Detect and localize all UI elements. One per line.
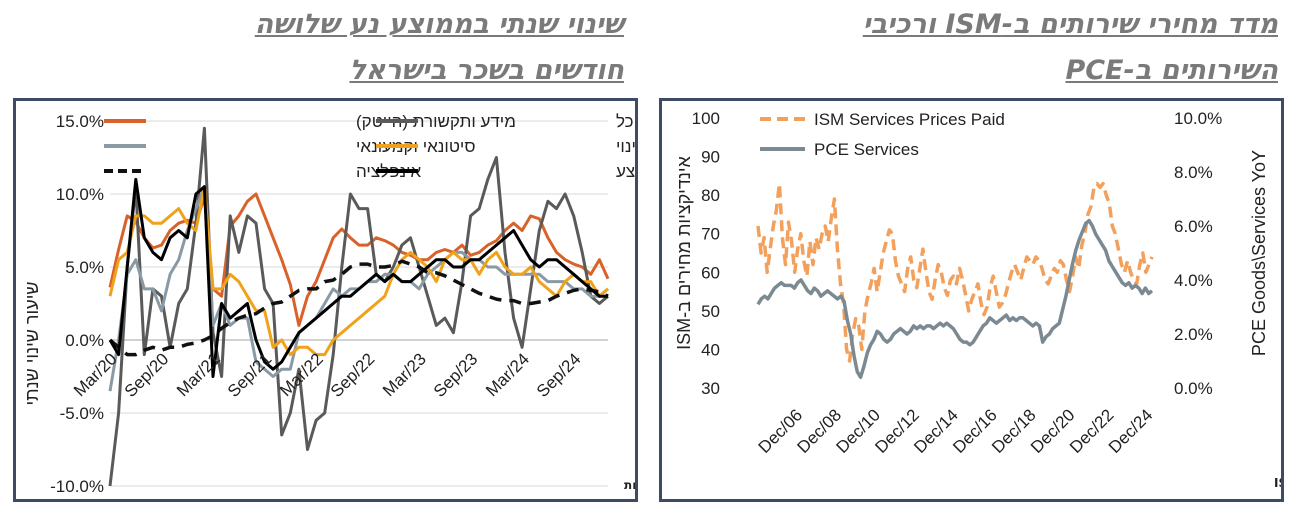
right-chart-ytick-label: 70 — [701, 225, 720, 244]
right-chart-ytick-label: 50 — [701, 302, 720, 321]
left-legend-label-5: שכר ממוצע — [616, 162, 635, 181]
left-wage-chart: 15.0% 10.0% 5.0% 0.0% -5.0% -10.0% שיעור שינוי… — [22, 112, 635, 496]
left-chart-title-line1: שינוי שנתי בממוצע נע שלושה — [254, 9, 624, 40]
right-chart-y2tick-label: 4.0% — [1174, 271, 1213, 290]
left-legend-label-3: בינוי — [616, 137, 635, 156]
right-chart-series-line-1 — [756, 218, 1154, 379]
right-chart-y-axis-title: ISM-אינדיקציות מחירים ב — [674, 155, 694, 349]
right-chart-y2tick-label: 0.0% — [1174, 379, 1213, 398]
right-chart-panel: 100 90 80 70 60 50 40 30 10.0% 8.0% 6.0% 4.0% 2.0% 0.… — [659, 98, 1284, 502]
left-xtick-label: Sep/20 — [121, 349, 173, 401]
left-series-line-1 — [108, 126, 609, 487]
right-chart-xtick-label: Dec/24 — [1105, 405, 1157, 457]
left-xtick-label: Sep/22 — [327, 349, 379, 401]
right-chart-title-line1: מדד מחירי שירותים ב-ISM ורכיבי — [862, 9, 1278, 40]
left-xtick-label: Sep/21 — [224, 349, 276, 401]
right-chart-y2tick-label: 8.0% — [1174, 163, 1213, 182]
right-chart-y2tick-label: 10.0% — [1174, 109, 1222, 128]
left-ytick-label: -5.0% — [60, 404, 104, 423]
right-chart-y2tick-label: 2.0% — [1174, 325, 1213, 344]
left-series-line-0 — [108, 192, 610, 327]
left-xtick-label: Mar/21 — [173, 349, 224, 400]
left-source-note: מקור: למ"ס ועיבודי מזרחי טפחות — [624, 478, 635, 492]
right-chart-source-note: מקור: ISM ,BEA — [1274, 476, 1281, 490]
right-chart-y2-axis-title: PCE Goods\Services YoY — [1249, 150, 1269, 356]
right-chart-title-line2: השירותים ב-PCE — [1065, 55, 1278, 86]
right-chart-ytick-label: 100 — [692, 109, 720, 128]
left-xtick-label: Mar/24 — [482, 349, 533, 400]
right-chart-ytick-label: 30 — [701, 379, 720, 398]
left-legend-label-1: אירוח ואוכל — [616, 112, 635, 131]
left-series-line-5 — [108, 177, 608, 378]
left-xtick-label: Sep/24 — [533, 349, 585, 401]
left-y-axis-title: שיעור שינוי שנתי — [22, 281, 42, 405]
left-ytick-label: 10.0% — [56, 185, 104, 204]
right-chart-y2tick-label: 6.0% — [1174, 217, 1213, 236]
left-legend-label-0: מידע ותקשורת (הייטק) — [356, 112, 516, 131]
left-chart-panel: 15.0% 10.0% 5.0% 0.0% -5.0% -10.0% שיעור שינוי… — [13, 98, 638, 502]
left-ytick-label: 15.0% — [56, 112, 104, 131]
right-chart-ytick-label: 60 — [701, 263, 720, 282]
right-chart-legend-label-0: ISM Services Prices Paid — [814, 110, 1005, 129]
left-xtick-label: Sep/23 — [430, 349, 482, 401]
right-ism-pce-chart: 100 90 80 70 60 50 40 30 10.0% 8.0% 6.0% 4.0% 2.0% 0.… — [674, 109, 1281, 490]
left-series-line-4 — [108, 259, 609, 357]
right-chart-ytick-label: 90 — [701, 148, 720, 167]
left-ytick-label: -10.0% — [50, 477, 104, 496]
left-series-line-3 — [108, 185, 609, 357]
right-chart-ytick-label: 40 — [701, 340, 720, 359]
left-chart-title-line2: חודשים בשכר בישראל — [349, 55, 624, 86]
right-chart-legend-label-1: PCE Services — [814, 140, 919, 159]
left-ytick-label: 0.0% — [65, 331, 104, 350]
right-chart-ytick-label: 80 — [701, 186, 720, 205]
left-xtick-label: Mar/23 — [379, 349, 430, 400]
left-ytick-label: 5.0% — [65, 258, 104, 277]
